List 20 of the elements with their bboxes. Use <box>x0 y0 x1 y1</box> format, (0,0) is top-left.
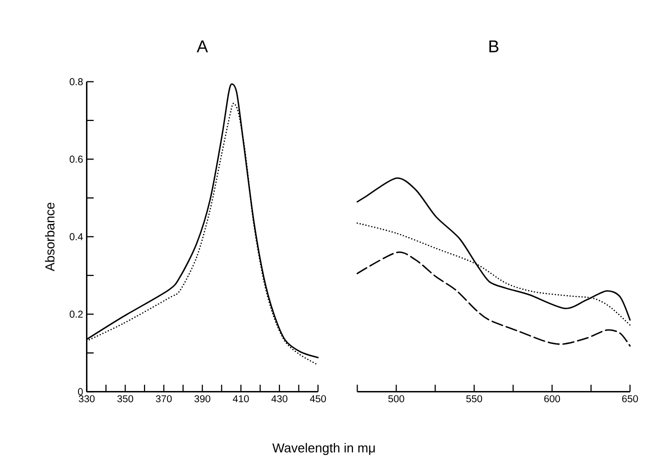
y-tick-label: 0 <box>78 388 83 396</box>
x-tick-label: 330 <box>78 395 95 402</box>
y-tick-label: 0.6 <box>70 156 83 163</box>
x-tick-label: 600 <box>544 395 560 402</box>
chart-title: A <box>196 40 208 52</box>
x-tick-label: 450 <box>310 395 326 402</box>
x-tick-label: 430 <box>271 395 288 402</box>
x-tick-label: 410 <box>232 395 249 402</box>
x-tick-label: 650 <box>622 395 638 402</box>
x-tick-label: 550 <box>466 395 482 402</box>
y-tick-label: 0.2 <box>70 310 83 318</box>
y-tick-label: 0.4 <box>70 233 83 240</box>
x-tick-label: 370 <box>156 395 172 402</box>
x-axis-title: Wavelength in mμ <box>272 442 375 456</box>
x-tick-label: 350 <box>117 395 134 402</box>
y-axis-title: Absorbance <box>44 202 54 272</box>
x-tick-label: 390 <box>194 395 210 402</box>
x-tick-label: 500 <box>388 395 404 402</box>
y-tick-label: 0.8 <box>70 78 83 86</box>
chart-title: B <box>489 40 498 52</box>
